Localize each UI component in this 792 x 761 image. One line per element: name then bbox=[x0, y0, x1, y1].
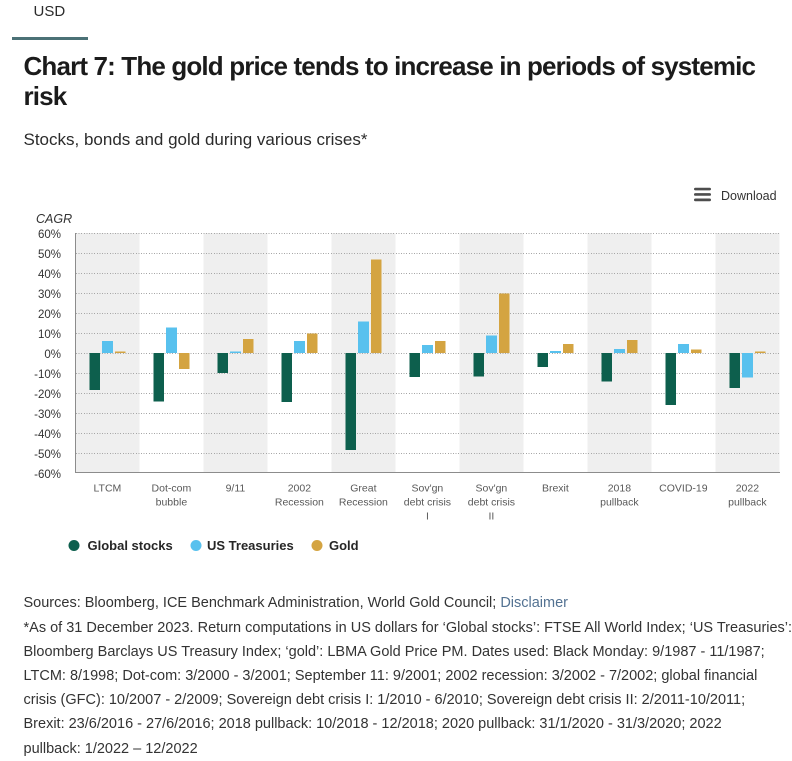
svg-text:2022: 2022 bbox=[736, 483, 760, 495]
svg-text:Great: Great bbox=[350, 483, 376, 495]
svg-text:US Treasuries: US Treasuries bbox=[207, 538, 294, 553]
svg-text:Sov'gn: Sov'gn bbox=[412, 483, 444, 495]
svg-text:II: II bbox=[488, 511, 494, 523]
svg-text:I: I bbox=[426, 511, 429, 523]
svg-text:bubble: bubble bbox=[156, 497, 188, 509]
svg-text:30%: 30% bbox=[38, 289, 61, 301]
svg-text:10%: 10% bbox=[38, 329, 61, 341]
svg-text:Sov'gn: Sov'gn bbox=[476, 483, 508, 495]
svg-text:LTCM: LTCM bbox=[93, 483, 121, 495]
svg-text:Global stocks: Global stocks bbox=[88, 538, 173, 553]
svg-text:-60%: -60% bbox=[34, 469, 61, 481]
svg-text:50%: 50% bbox=[38, 249, 61, 261]
svg-text:-30%: -30% bbox=[34, 409, 61, 421]
svg-text:60%: 60% bbox=[38, 229, 61, 241]
svg-text:debt crisis: debt crisis bbox=[404, 497, 451, 509]
svg-text:Gold: Gold bbox=[329, 538, 359, 553]
svg-text:-40%: -40% bbox=[34, 429, 61, 441]
svg-text:0%: 0% bbox=[44, 349, 61, 361]
svg-text:Dot-com: Dot-com bbox=[152, 483, 192, 495]
svg-text:20%: 20% bbox=[38, 309, 61, 321]
svg-text:COVID-19: COVID-19 bbox=[659, 483, 708, 495]
svg-text:pullback: pullback bbox=[600, 497, 639, 509]
svg-text:-50%: -50% bbox=[34, 449, 61, 461]
svg-text:pullback: pullback bbox=[728, 497, 767, 509]
svg-text:2018: 2018 bbox=[608, 483, 632, 495]
svg-text:Brexit: Brexit bbox=[542, 483, 569, 495]
svg-text:debt crisis: debt crisis bbox=[468, 497, 515, 509]
svg-text:-20%: -20% bbox=[34, 389, 61, 401]
svg-text:Recession: Recession bbox=[339, 497, 388, 509]
svg-text:Recession: Recession bbox=[275, 497, 324, 509]
svg-text:9/11: 9/11 bbox=[226, 483, 246, 495]
svg-text:-10%: -10% bbox=[34, 369, 61, 381]
svg-text:40%: 40% bbox=[38, 269, 61, 281]
svg-text:2002: 2002 bbox=[288, 483, 312, 495]
